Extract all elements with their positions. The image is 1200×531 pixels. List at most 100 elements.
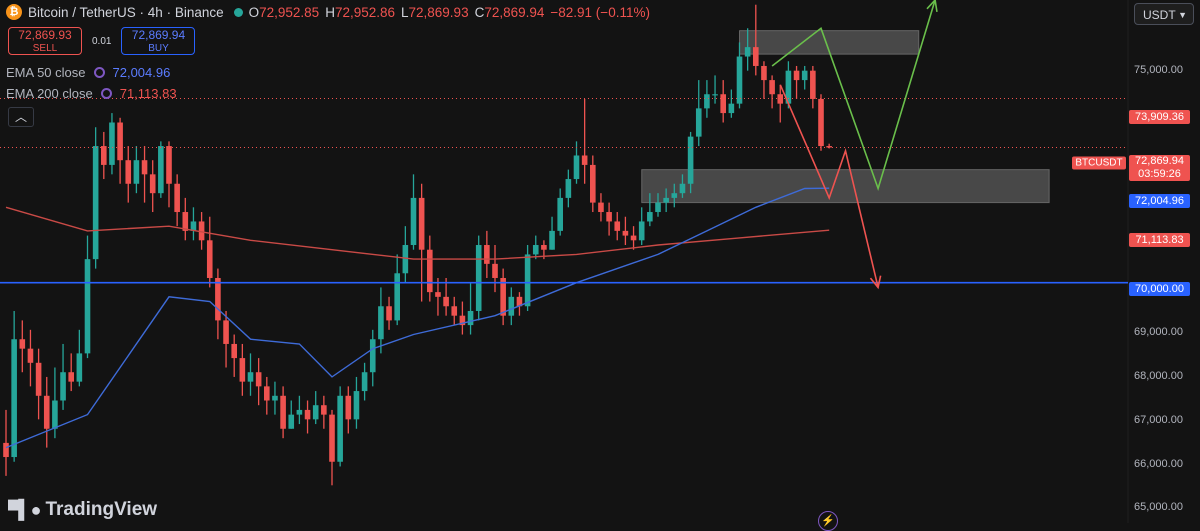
candle-body bbox=[704, 94, 710, 109]
candle-body bbox=[158, 146, 164, 194]
candle-body bbox=[728, 103, 735, 114]
ohlc-change: −82.91 (−0.11%) bbox=[550, 4, 650, 20]
chevron-down-icon: ▼ bbox=[1178, 10, 1187, 20]
trade-buttons: 72,869.93 SELL 0.01 72,869.94 BUY bbox=[8, 27, 196, 55]
collapse-legend-button[interactable]: ︿ bbox=[8, 107, 34, 127]
candle-body bbox=[475, 245, 482, 311]
candle-body bbox=[508, 296, 515, 316]
candle-body bbox=[280, 395, 286, 429]
current-price: 72,869.94 bbox=[1135, 155, 1184, 167]
indicator-ema200[interactable]: EMA 200 close 71,113.83 bbox=[6, 86, 177, 101]
candle-body bbox=[614, 221, 621, 231]
candle-body bbox=[223, 320, 229, 344]
candle-body bbox=[549, 230, 555, 250]
candle-body bbox=[573, 155, 580, 180]
ohlc-high-label: H bbox=[325, 4, 335, 20]
candle-body bbox=[671, 193, 678, 198]
candle-body bbox=[541, 245, 547, 250]
axis-tick: 67,000.00 bbox=[1134, 414, 1183, 426]
zones bbox=[641, 30, 1050, 204]
candle-body bbox=[76, 353, 83, 382]
candle-body bbox=[182, 212, 189, 231]
candle-body bbox=[736, 56, 743, 104]
candle-body bbox=[467, 310, 474, 326]
candle-body bbox=[141, 160, 148, 175]
candle-body bbox=[92, 146, 99, 260]
buy-button[interactable]: 72,869.94 BUY bbox=[121, 27, 196, 55]
candle-body bbox=[687, 136, 694, 184]
ema200-value: 71,113.83 bbox=[119, 86, 177, 101]
candle-body bbox=[753, 47, 759, 66]
ema50-settings-icon[interactable] bbox=[93, 67, 105, 78]
projection-arrows bbox=[771, 0, 938, 290]
ema200-settings-icon[interactable] bbox=[100, 88, 112, 99]
candles bbox=[3, 4, 832, 486]
candle-body bbox=[255, 372, 262, 387]
ohlc-high: 72,952.86 bbox=[334, 4, 395, 20]
candle-body bbox=[500, 277, 506, 316]
candle-body bbox=[345, 395, 352, 420]
indicator-ema50[interactable]: EMA 50 close 72,004.96 bbox=[6, 65, 170, 80]
projection-path bbox=[779, 84, 879, 288]
candle-body bbox=[329, 414, 335, 462]
candle-body bbox=[712, 94, 718, 96]
tradingview-logo: ▀▍● TradingView bbox=[8, 499, 157, 521]
symbol-title[interactable]: Bitcoin / TetherUS · 4h · Binance bbox=[28, 4, 224, 20]
candle-body bbox=[272, 395, 278, 401]
currency-select[interactable]: USDT ▼ bbox=[1134, 3, 1194, 25]
spread-value: 0.01 bbox=[92, 35, 112, 47]
support-price-label: 70,000.00 bbox=[1129, 282, 1190, 296]
candle-body bbox=[443, 296, 449, 307]
ema50-value: 72,004.96 bbox=[112, 65, 171, 80]
ohlc-close: 72,869.94 bbox=[484, 4, 545, 20]
candle-body bbox=[231, 343, 237, 359]
candle-body bbox=[435, 292, 441, 297]
symbol-header: ₿ Bitcoin / TetherUS · 4h · Binance O 72,… bbox=[6, 4, 650, 20]
ohlc-open-label: O bbox=[248, 4, 260, 20]
candle-body bbox=[565, 179, 572, 198]
bar-countdown: 03:59:26 bbox=[1138, 168, 1181, 180]
sell-button[interactable]: 72,869.93 SELL bbox=[8, 27, 82, 55]
candle-body bbox=[492, 263, 498, 278]
ohlc-low-label: L bbox=[401, 4, 409, 20]
ema200-line bbox=[5, 206, 830, 260]
ema50-name: EMA 50 close bbox=[6, 65, 86, 80]
buy-price: 72,869.94 bbox=[131, 28, 186, 42]
candle-body bbox=[190, 221, 197, 231]
ema-lines bbox=[5, 187, 830, 449]
candle-body bbox=[215, 277, 221, 321]
candle-body bbox=[304, 409, 311, 420]
zone-upper bbox=[739, 30, 920, 55]
lightning-icon[interactable]: ⚡ bbox=[818, 511, 838, 531]
candle-body bbox=[557, 197, 563, 231]
candle-body bbox=[606, 212, 612, 222]
candle-body bbox=[801, 70, 808, 81]
candle-body bbox=[166, 146, 172, 184]
ema50-line bbox=[5, 187, 830, 449]
candle-body bbox=[19, 339, 26, 349]
level-lines bbox=[0, 98, 1128, 284]
candle-body bbox=[198, 221, 205, 241]
projection-path bbox=[771, 0, 936, 192]
candle-body bbox=[402, 245, 409, 274]
candle-body bbox=[109, 122, 115, 165]
axis-tick: 66,000.00 bbox=[1134, 458, 1183, 470]
axis-tick: 65,000.00 bbox=[1134, 501, 1183, 513]
candle-body bbox=[810, 70, 816, 99]
market-status-icon bbox=[233, 7, 243, 17]
candle-body bbox=[84, 259, 91, 354]
candle-body bbox=[3, 442, 9, 458]
candle-body bbox=[288, 414, 295, 429]
candle-body bbox=[769, 80, 775, 95]
candle-body bbox=[149, 174, 156, 194]
candle-body bbox=[427, 249, 433, 293]
candle-body bbox=[394, 273, 400, 321]
candle-body bbox=[386, 306, 392, 321]
candle-body bbox=[622, 230, 629, 236]
candle-body bbox=[524, 254, 531, 307]
ema50-price-label: 72,004.96 bbox=[1129, 194, 1190, 208]
candle-body bbox=[679, 183, 686, 194]
resistance-price-label: 73,909.36 bbox=[1129, 110, 1190, 124]
buy-label: BUY bbox=[148, 43, 169, 54]
